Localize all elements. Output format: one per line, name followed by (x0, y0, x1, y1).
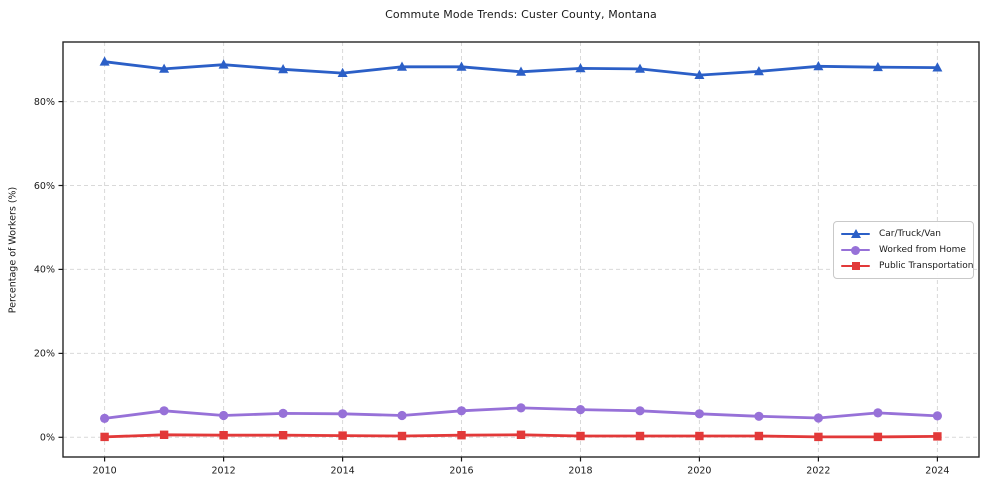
y-tick-label: 80% (34, 97, 55, 108)
legend-item-worked-from-home: Worked from Home (841, 243, 966, 257)
x-tick-label: 2010 (93, 466, 117, 477)
data-point-circle (754, 411, 764, 421)
data-point-triangle (872, 61, 883, 72)
chart-title: Commute Mode Trends: Custer County, Mont… (385, 8, 657, 21)
data-point-circle (456, 406, 467, 416)
data-point-triangle (337, 67, 348, 77)
x-tick-label: 2018 (568, 466, 592, 477)
data-point-circle (873, 408, 883, 418)
data-point-square (635, 431, 645, 441)
data-point-triangle (397, 61, 407, 71)
data-point-circle (397, 410, 407, 421)
data-point-square (338, 431, 347, 440)
data-point-square (159, 430, 169, 439)
legend-item-car-truck-van: Car/Truck/Van (841, 227, 966, 241)
data-point-square (516, 430, 526, 439)
data-point-triangle (635, 63, 645, 73)
data-point-triangle (456, 61, 467, 71)
data-point-square (933, 432, 942, 441)
data-point-circle (219, 410, 229, 421)
y-tick-label: 60% (34, 181, 55, 192)
data-point-circle (338, 409, 348, 419)
x-tick-label: 2014 (331, 466, 355, 477)
data-point-square (873, 432, 883, 442)
legend-item-public-transportation: Public Transportation (841, 259, 973, 273)
data-point-square (814, 432, 823, 442)
y-tick-label: 20% (34, 349, 55, 360)
data-point-triangle (575, 63, 586, 73)
data-point-circle (694, 409, 705, 419)
data-point-square (397, 431, 407, 441)
data-point-triangle (516, 66, 526, 76)
y-tick-label: 0% (40, 433, 55, 444)
data-point-triangle (278, 64, 289, 74)
data-point-circle (159, 406, 169, 416)
legend-label: Car/Truck/Van (879, 229, 941, 239)
data-point-square (695, 431, 704, 441)
data-point-square (100, 432, 109, 442)
circle-marker-icon (851, 245, 860, 255)
x-tick-label: 2012 (212, 466, 236, 477)
data-point-triangle (694, 69, 705, 79)
legend-sample (841, 245, 870, 256)
legend-label: Worked from Home (879, 245, 966, 255)
x-tick-label: 2020 (687, 466, 711, 477)
data-point-circle (575, 405, 586, 415)
data-point-triangle (932, 62, 943, 72)
data-point-square (576, 431, 585, 441)
legend: Car/Truck/Van Worked from Home Public Tr… (833, 221, 974, 279)
data-point-triangle (813, 61, 824, 71)
data-point-circle (278, 408, 288, 418)
data-point-triangle (218, 59, 229, 69)
axis-frame (62, 41, 980, 458)
data-point-square (457, 431, 466, 440)
x-tick-label: 2022 (806, 466, 830, 477)
data-point-square (754, 431, 764, 441)
data-point-circle (813, 413, 824, 423)
y-tick-label: 40% (34, 265, 55, 276)
data-point-triangle (99, 56, 110, 66)
data-point-triangle (159, 63, 170, 73)
legend-label: Public Transportation (879, 261, 974, 271)
data-point-triangle (753, 66, 764, 76)
legend-sample (841, 229, 870, 240)
legend-sample (841, 261, 870, 272)
x-tick-label: 2016 (449, 466, 473, 477)
x-tick-label: 2024 (925, 466, 949, 477)
data-point-square (219, 431, 228, 440)
data-point-circle (932, 411, 943, 421)
data-point-square (278, 431, 288, 440)
data-point-circle (100, 413, 110, 423)
square-marker-icon (851, 262, 860, 270)
data-point-circle (635, 406, 645, 416)
data-point-circle (516, 403, 526, 413)
triangle-marker-icon (850, 229, 861, 238)
